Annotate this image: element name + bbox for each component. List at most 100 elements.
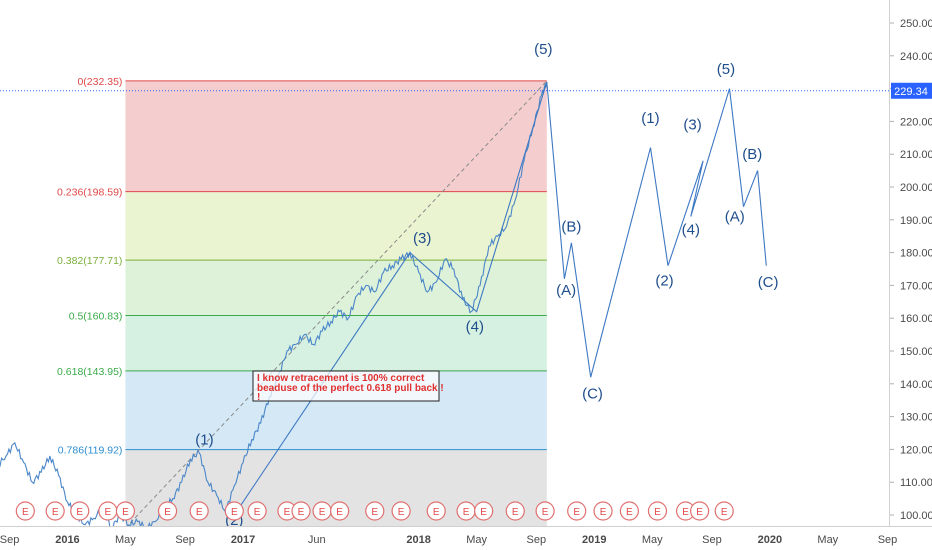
fib-zone [125, 315, 547, 371]
earnings-circle [505, 501, 525, 521]
earnings-circle [593, 501, 613, 521]
earnings-marker[interactable]: E [365, 501, 385, 521]
earnings-label: E [463, 507, 470, 518]
wave-label: (2) [655, 272, 673, 289]
earnings-marker[interactable]: E [505, 501, 525, 521]
earnings-circle [115, 501, 136, 521]
earnings-marker[interactable]: E [157, 501, 178, 521]
earnings-marker[interactable]: E [391, 501, 411, 521]
earnings-label: E [398, 507, 405, 518]
wave-label: (C) [758, 274, 779, 291]
current-price-label: 229.34 [894, 86, 928, 98]
earnings-marker[interactable]: E [45, 501, 65, 521]
fibonacci-zones [125, 80, 547, 529]
earnings-label: E [721, 507, 728, 518]
x-tick-label: 2020 [758, 534, 782, 546]
earnings-marker[interactable]: E [15, 501, 35, 521]
wave-label: (5) [534, 41, 552, 58]
y-tick-label: 250.00 [900, 18, 932, 30]
earnings-marker[interactable]: E [98, 501, 118, 521]
wave-label: (A) [725, 208, 745, 225]
earnings-marker[interactable]: E [189, 501, 209, 521]
earnings-marker[interactable]: E [312, 501, 332, 521]
earnings-label: E [76, 507, 83, 518]
earnings-label: E [600, 507, 607, 518]
earnings-circle [330, 501, 350, 521]
earnings-circle [714, 501, 734, 521]
earnings-label: E [480, 507, 487, 518]
earnings-circle [70, 501, 90, 521]
x-tick-label: 2018 [406, 534, 430, 546]
earnings-circle [647, 501, 668, 521]
earnings-marker[interactable]: E [474, 501, 494, 521]
earnings-label: E [52, 507, 59, 518]
earnings-label: E [433, 507, 440, 518]
elliott-wave-lines [233, 81, 767, 516]
wave-label: (1) [641, 110, 659, 127]
earnings-marker[interactable]: E [714, 501, 734, 521]
earnings-marker[interactable]: E [115, 501, 136, 521]
earnings-circle [426, 501, 446, 521]
fib-zone [125, 260, 547, 316]
x-tick-label: May [642, 534, 663, 546]
x-tick-label: Sep [175, 534, 195, 546]
earnings-circle [474, 501, 494, 521]
y-tick-label: 200.00 [900, 182, 932, 194]
fib-level-label: 0.5(160.83) [69, 310, 123, 322]
y-tick-label: 220.00 [900, 116, 932, 128]
time-axis[interactable]: Sep 2016 May Sep 2017 Jun 2018 May Sep 2019 May Sep… [0, 526, 932, 550]
earnings-label: E [573, 507, 580, 518]
x-tick-label: May [115, 534, 136, 546]
earnings-circle [365, 501, 385, 521]
earnings-circle [247, 501, 267, 521]
earnings-marker[interactable]: E [247, 501, 267, 521]
x-tick-label: Sep [878, 534, 898, 546]
price-axis[interactable]: 100.00 110.00 120.00 130.00 140.00 150.00 160.… [889, 0, 932, 526]
earnings-circle [291, 501, 311, 521]
earnings-label: E [319, 507, 326, 518]
y-tick-label: 210.00 [900, 149, 932, 161]
earnings-marker[interactable]: E [593, 501, 613, 521]
earnings-label: E [122, 507, 129, 518]
x-tick-label: May [466, 534, 487, 546]
earnings-label: E [654, 507, 661, 518]
earnings-circle [619, 501, 639, 521]
earnings-circle [535, 501, 555, 521]
earnings-label: E [231, 507, 238, 518]
fib-trend-line [125, 80, 548, 529]
wave-path [233, 81, 767, 516]
earnings-marker[interactable]: E [567, 501, 587, 521]
wave-label: (A) [556, 282, 576, 299]
fib-level-label: 0(232.35) [77, 76, 122, 88]
y-tick-label: 190.00 [900, 215, 932, 227]
x-tick-label: Sep [702, 534, 722, 546]
earnings-marker[interactable]: E [291, 501, 311, 521]
wave-label: (4) [466, 318, 484, 335]
fib-level-label: 0.236(198.59) [57, 187, 122, 199]
earnings-marker[interactable]: E [535, 501, 555, 521]
earnings-circle [15, 501, 35, 521]
earnings-marker[interactable]: E [619, 501, 639, 521]
earnings-label: E [22, 507, 29, 518]
fib-zone [125, 80, 547, 192]
earnings-label: E [512, 507, 519, 518]
earnings-marker[interactable]: E [647, 501, 668, 521]
x-tick-label: Sep [527, 534, 547, 546]
earnings-marker[interactable]: E [70, 501, 90, 521]
earnings-marker[interactable]: E [426, 501, 446, 521]
earnings-label: E [298, 507, 305, 518]
earnings-marker[interactable]: E [456, 501, 476, 521]
trend-lines [125, 80, 548, 529]
x-tick-label: Jun [308, 534, 326, 546]
annotation-box[interactable]: I know retracement is 100% correct beadu… [252, 370, 444, 403]
earnings-marker[interactable]: E [224, 501, 244, 521]
earnings-label: E [105, 507, 112, 518]
earnings-label: E [284, 507, 291, 518]
earnings-marker[interactable]: E [330, 501, 350, 521]
earnings-label: E [196, 507, 203, 518]
earnings-label: E [626, 507, 633, 518]
y-tick-label: 110.00 [900, 477, 932, 489]
earnings-marker[interactable]: E [690, 501, 710, 521]
